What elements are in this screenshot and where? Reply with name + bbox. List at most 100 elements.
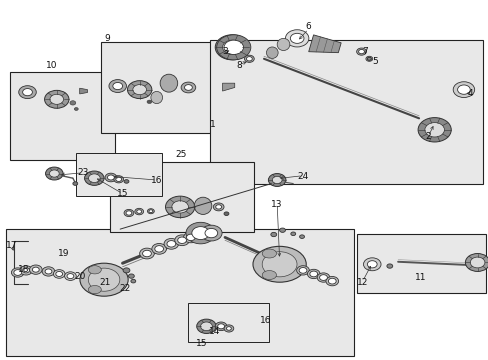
Circle shape xyxy=(325,276,338,286)
Text: 11: 11 xyxy=(414,273,426,282)
Circle shape xyxy=(88,174,100,183)
Circle shape xyxy=(270,232,276,237)
Circle shape xyxy=(133,85,146,95)
Circle shape xyxy=(126,211,132,215)
Circle shape xyxy=(163,238,178,249)
Circle shape xyxy=(56,271,62,276)
Circle shape xyxy=(127,81,152,99)
Text: 15: 15 xyxy=(196,339,207,348)
Circle shape xyxy=(20,266,32,275)
Circle shape xyxy=(272,176,282,184)
Circle shape xyxy=(299,267,306,273)
Circle shape xyxy=(200,322,212,330)
Circle shape xyxy=(116,177,122,181)
Circle shape xyxy=(74,108,78,111)
Circle shape xyxy=(67,274,74,279)
Text: 20: 20 xyxy=(74,272,86,281)
Polygon shape xyxy=(222,83,234,91)
Text: 8: 8 xyxy=(236,61,242,70)
Circle shape xyxy=(285,30,308,47)
Circle shape xyxy=(147,100,152,104)
Circle shape xyxy=(363,258,380,271)
Bar xyxy=(76,153,161,196)
Circle shape xyxy=(290,33,304,43)
Text: 4: 4 xyxy=(467,89,472,98)
Circle shape xyxy=(45,167,63,180)
Circle shape xyxy=(184,85,192,90)
Circle shape xyxy=(417,118,450,142)
Ellipse shape xyxy=(262,271,276,279)
Text: 23: 23 xyxy=(77,168,88,177)
Circle shape xyxy=(128,274,134,278)
Circle shape xyxy=(11,268,24,277)
Text: 16: 16 xyxy=(151,176,162,185)
Circle shape xyxy=(244,55,254,62)
Circle shape xyxy=(215,322,226,330)
Bar xyxy=(110,162,254,232)
Circle shape xyxy=(365,56,372,61)
Circle shape xyxy=(299,235,304,238)
Circle shape xyxy=(14,270,21,275)
Circle shape xyxy=(45,269,52,274)
Text: 19: 19 xyxy=(58,249,70,258)
Circle shape xyxy=(109,80,126,93)
Circle shape xyxy=(296,266,309,275)
Circle shape xyxy=(84,171,104,185)
Circle shape xyxy=(44,90,69,108)
Bar xyxy=(356,234,485,293)
Circle shape xyxy=(64,272,76,280)
Circle shape xyxy=(142,250,151,257)
Text: 12: 12 xyxy=(356,278,367,287)
Circle shape xyxy=(222,40,242,54)
Circle shape xyxy=(181,82,195,93)
Circle shape xyxy=(19,86,36,99)
Circle shape xyxy=(123,268,130,273)
Circle shape xyxy=(366,57,370,60)
Circle shape xyxy=(124,180,129,183)
Circle shape xyxy=(424,123,444,137)
Circle shape xyxy=(105,173,117,182)
Text: 18: 18 xyxy=(19,265,30,274)
Text: 14: 14 xyxy=(208,327,220,336)
Circle shape xyxy=(42,267,55,276)
Ellipse shape xyxy=(266,47,278,58)
Circle shape xyxy=(50,94,63,104)
Text: 7: 7 xyxy=(362,47,367,56)
Text: 22: 22 xyxy=(119,284,130,293)
Circle shape xyxy=(185,222,215,244)
Circle shape xyxy=(186,234,195,240)
Ellipse shape xyxy=(88,285,101,294)
Circle shape xyxy=(174,235,189,246)
Circle shape xyxy=(32,267,39,272)
Ellipse shape xyxy=(151,91,162,104)
Ellipse shape xyxy=(80,263,128,296)
Circle shape xyxy=(465,253,488,271)
Text: 15: 15 xyxy=(117,189,128,198)
Polygon shape xyxy=(308,35,341,53)
Circle shape xyxy=(319,275,327,280)
Circle shape xyxy=(152,243,166,254)
Bar xyxy=(188,303,268,342)
Ellipse shape xyxy=(277,39,289,50)
Text: 3: 3 xyxy=(222,47,228,56)
Circle shape xyxy=(358,49,364,54)
Circle shape xyxy=(29,265,42,274)
Bar xyxy=(10,72,115,160)
Circle shape xyxy=(22,268,29,273)
Circle shape xyxy=(165,196,194,218)
Bar xyxy=(210,40,483,184)
Circle shape xyxy=(166,240,175,247)
Circle shape xyxy=(386,264,392,268)
Circle shape xyxy=(307,269,320,279)
Circle shape xyxy=(196,319,216,333)
Circle shape xyxy=(366,57,370,60)
Circle shape xyxy=(200,225,222,241)
Circle shape xyxy=(124,210,134,217)
Circle shape xyxy=(137,210,142,213)
Circle shape xyxy=(131,279,136,283)
Circle shape xyxy=(107,175,114,180)
Text: 2: 2 xyxy=(425,132,430,141)
Circle shape xyxy=(215,205,221,209)
Ellipse shape xyxy=(252,246,305,282)
Circle shape xyxy=(226,327,231,330)
